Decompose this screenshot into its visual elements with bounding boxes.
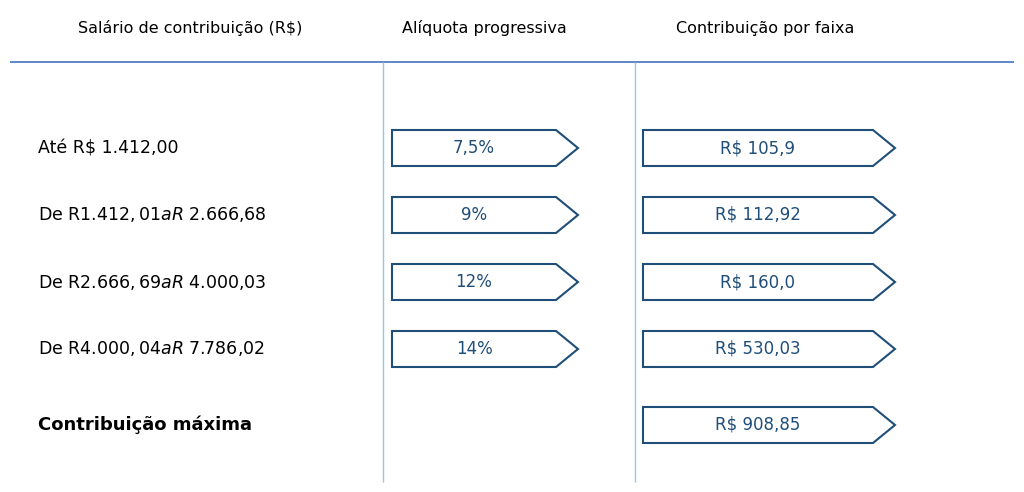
Text: Contribuição por faixa: Contribuição por faixa — [676, 21, 854, 35]
Polygon shape — [392, 331, 578, 367]
Text: 7,5%: 7,5% — [453, 139, 495, 157]
Text: Até R$ 1.412,00: Até R$ 1.412,00 — [38, 139, 178, 157]
Polygon shape — [643, 407, 895, 443]
Text: De R$ 4.000,04 a R$ 7.786,02: De R$ 4.000,04 a R$ 7.786,02 — [38, 339, 265, 359]
Text: R$ 112,92: R$ 112,92 — [715, 206, 801, 224]
Polygon shape — [643, 264, 895, 300]
Text: R$ 530,03: R$ 530,03 — [715, 340, 801, 358]
Text: De R$ 2.666,69 a R$ 4.000,03: De R$ 2.666,69 a R$ 4.000,03 — [38, 273, 266, 291]
Polygon shape — [643, 197, 895, 233]
Text: R$ 908,85: R$ 908,85 — [716, 416, 801, 434]
Polygon shape — [643, 331, 895, 367]
Polygon shape — [392, 264, 578, 300]
Text: Alíquota progressiva: Alíquota progressiva — [401, 20, 566, 36]
Text: De R$ 1.412,01 a R$ 2.666,68: De R$ 1.412,01 a R$ 2.666,68 — [38, 206, 266, 224]
Polygon shape — [643, 130, 895, 166]
Polygon shape — [392, 130, 578, 166]
Text: 9%: 9% — [461, 206, 487, 224]
Text: R$ 160,0: R$ 160,0 — [721, 273, 796, 291]
Text: Contribuição máxima: Contribuição máxima — [38, 416, 252, 434]
Text: 14%: 14% — [456, 340, 493, 358]
Text: 12%: 12% — [456, 273, 493, 291]
Polygon shape — [392, 197, 578, 233]
Text: R$ 105,9: R$ 105,9 — [721, 139, 796, 157]
Text: Salário de contribuição (R$): Salário de contribuição (R$) — [78, 20, 302, 36]
